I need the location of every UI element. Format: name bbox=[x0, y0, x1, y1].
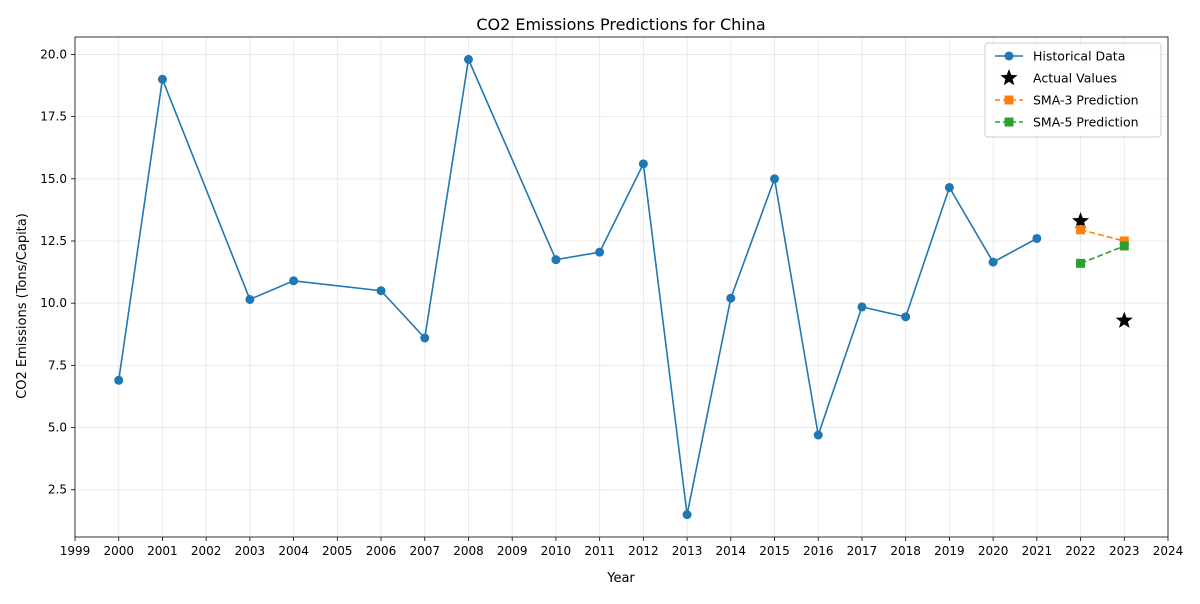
legend-label: SMA-3 Prediction bbox=[1033, 93, 1139, 108]
x-tick-label: 2003 bbox=[235, 544, 266, 558]
x-tick-label: 2000 bbox=[103, 544, 134, 558]
data-point bbox=[463, 54, 473, 64]
y-tick-label: 20.0 bbox=[40, 47, 67, 61]
data-point bbox=[420, 333, 430, 343]
legend-label: SMA-5 Prediction bbox=[1033, 115, 1139, 130]
series-3 bbox=[1076, 241, 1129, 268]
data-point bbox=[157, 74, 167, 84]
x-tick-label: 2020 bbox=[978, 544, 1009, 558]
legend-label: Historical Data bbox=[1033, 49, 1125, 64]
x-tick-label: 2019 bbox=[934, 544, 965, 558]
data-point bbox=[1076, 225, 1086, 235]
x-tick-label: 2008 bbox=[453, 544, 484, 558]
x-tick-label: 2005 bbox=[322, 544, 353, 558]
x-tick-label: 2018 bbox=[890, 544, 921, 558]
legend: Historical Data Actual Values SMA-3 Predic… bbox=[984, 42, 1162, 138]
series-layer bbox=[114, 54, 1133, 520]
legend-box bbox=[984, 42, 1162, 138]
y-tick-label: 7.5 bbox=[48, 358, 67, 372]
data-point bbox=[114, 375, 124, 385]
series-0 bbox=[114, 54, 1042, 520]
series-1 bbox=[1072, 212, 1133, 328]
x-axis-label: Year bbox=[606, 571, 635, 586]
legend-item: SMA-3 Prediction bbox=[995, 93, 1139, 108]
y-tick-label: 17.5 bbox=[40, 110, 67, 124]
y-tick-label: 12.5 bbox=[40, 234, 67, 248]
y-tick-label: 2.5 bbox=[48, 483, 67, 497]
data-point bbox=[595, 247, 605, 257]
data-point bbox=[726, 293, 736, 303]
data-point bbox=[1119, 236, 1129, 246]
x-tick-label: 2009 bbox=[497, 544, 528, 558]
data-point bbox=[638, 159, 648, 169]
x-tick-label: 2007 bbox=[409, 544, 440, 558]
plot-frame bbox=[74, 36, 1169, 538]
x-tick-label: 2015 bbox=[759, 544, 790, 558]
data-point bbox=[289, 276, 299, 286]
legend-marker bbox=[1000, 69, 1018, 86]
data-point bbox=[1076, 258, 1086, 268]
series-line bbox=[117, 56, 1038, 515]
legend-marker bbox=[1004, 51, 1014, 61]
x-tick-label: 1999 bbox=[60, 544, 91, 558]
data-point bbox=[551, 255, 561, 265]
series-line bbox=[1080, 229, 1125, 242]
x-tick-label: 2017 bbox=[847, 544, 878, 558]
x-tick-label: 2010 bbox=[541, 544, 572, 558]
data-point bbox=[1115, 311, 1133, 328]
data-point bbox=[1032, 233, 1042, 243]
data-point bbox=[376, 286, 386, 296]
legend-marker bbox=[1004, 95, 1014, 105]
data-point bbox=[813, 430, 823, 440]
data-point bbox=[944, 182, 954, 192]
x-tick-label: 2001 bbox=[147, 544, 178, 558]
data-point bbox=[770, 174, 780, 184]
data-point bbox=[1072, 212, 1090, 229]
x-tick-label: 2006 bbox=[366, 544, 397, 558]
legend-item: SMA-5 Prediction bbox=[995, 115, 1139, 130]
y-tick-label: 15.0 bbox=[40, 172, 67, 186]
y-tick-label: 10.0 bbox=[40, 296, 67, 310]
data-point bbox=[682, 510, 692, 520]
x-tick-label: 2012 bbox=[628, 544, 659, 558]
grid bbox=[74, 37, 1169, 537]
x-tick-label: 2011 bbox=[584, 544, 615, 558]
x-tick-label: 2022 bbox=[1065, 544, 1096, 558]
data-point bbox=[857, 302, 867, 312]
data-point bbox=[901, 312, 911, 322]
data-point bbox=[245, 294, 255, 304]
x-tick-label: 2016 bbox=[803, 544, 834, 558]
series-line bbox=[1080, 245, 1125, 265]
data-point bbox=[1119, 241, 1129, 251]
series-2 bbox=[1076, 225, 1129, 246]
x-tick-label: 2023 bbox=[1109, 544, 1140, 558]
legend-item: Historical Data bbox=[995, 49, 1125, 64]
y-tick-label: 5.0 bbox=[48, 421, 67, 435]
legend-marker bbox=[1004, 117, 1014, 127]
y-axis-label: CO2 Emissions (Tons/Capita) bbox=[15, 213, 30, 399]
x-tick-label: 2002 bbox=[191, 544, 222, 558]
x-tick-label: 2021 bbox=[1022, 544, 1053, 558]
axes: 1999 2000 2001 2002 2003 2004 2005 2006 2007 2008… bbox=[40, 36, 1184, 558]
x-tick-label: 2024 bbox=[1153, 544, 1184, 558]
legend-label: Actual Values bbox=[1033, 71, 1117, 86]
legend-item: Actual Values bbox=[1000, 69, 1117, 86]
x-tick-label: 2004 bbox=[278, 544, 309, 558]
x-tick-label: 2014 bbox=[716, 544, 747, 558]
x-tick-label: 2013 bbox=[672, 544, 703, 558]
chart-title: CO2 Emissions Predictions for China bbox=[476, 15, 765, 34]
data-point bbox=[988, 257, 998, 267]
